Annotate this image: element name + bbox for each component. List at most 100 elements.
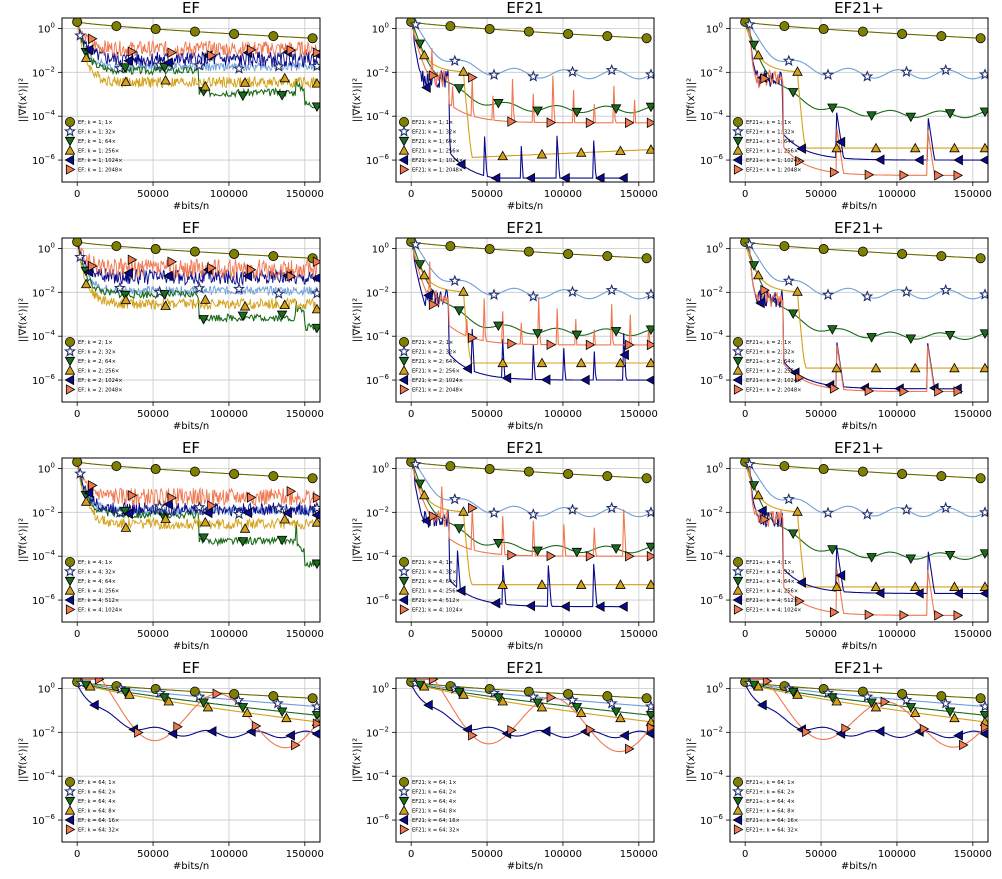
plot-area <box>740 458 988 621</box>
legend-label-3: EF; k = 4; 256× <box>78 589 119 595</box>
series-marker-1 <box>644 68 654 80</box>
series-marker-5 <box>795 372 805 383</box>
series-marker-3 <box>536 701 548 712</box>
series-marker-1 <box>821 68 835 81</box>
legend-marker-3 <box>732 805 744 815</box>
series-marker-5 <box>207 500 217 511</box>
series-marker-3 <box>752 49 764 60</box>
chart-panel-1: EF21 0 50000 100000 150000 100 10−2 10−4 10−6 #bi… <box>352 0 658 212</box>
series-marker-1 <box>232 62 246 74</box>
series-marker-0 <box>229 28 240 39</box>
legend-marker-5 <box>733 824 744 835</box>
legend: EF; k = 2; 1× EF; k = 2; 32× EF; k = 2; 64… <box>63 337 123 395</box>
series-marker-4 <box>163 57 173 68</box>
series-marker-4 <box>835 136 846 148</box>
series-marker-4 <box>163 270 173 282</box>
y-tick-label: 100 <box>38 21 55 35</box>
series-marker-3 <box>239 77 251 87</box>
series-marker-1 <box>74 29 87 41</box>
series-marker-1 <box>743 18 756 30</box>
series-marker-2 <box>119 290 131 301</box>
series-marker-4 <box>953 730 963 741</box>
legend-label-5: EF21+; k = 1; 2048× <box>746 168 802 174</box>
legend-label-4: EF21; k = 4; 512× <box>412 598 460 604</box>
legend-label-5: EF; k = 4; 1024× <box>78 608 123 614</box>
series-marker-5 <box>760 73 770 84</box>
series-marker-2 <box>453 687 465 698</box>
series-marker-4 <box>455 159 466 170</box>
series-line-5 <box>411 458 651 557</box>
series-marker-5 <box>880 696 891 708</box>
series-marker-1 <box>409 238 422 250</box>
series-marker-0 <box>563 248 574 259</box>
y-axis-label: ||∇f(xᵗ)||² <box>686 518 697 562</box>
series-marker-1 <box>566 285 579 298</box>
series-marker-1 <box>939 697 952 709</box>
series-marker-3 <box>418 489 430 500</box>
series-marker-3 <box>909 142 921 153</box>
series-marker-1 <box>448 54 461 67</box>
series-marker-3 <box>645 357 654 368</box>
legend-marker-1 <box>63 125 77 137</box>
legend-label-4: EF21; k = 1; 1024× <box>412 158 463 164</box>
legend-marker-2 <box>398 576 410 587</box>
series-marker-5 <box>428 70 439 81</box>
series-marker-1 <box>272 502 285 514</box>
series-marker-3 <box>870 362 882 373</box>
series-line-5 <box>77 678 318 749</box>
series-line-4 <box>76 684 318 739</box>
series-marker-1 <box>605 283 618 296</box>
plot-area <box>72 678 320 751</box>
legend-label-5: EF21+; k = 64; 32× <box>746 828 798 834</box>
legend-marker-3 <box>732 145 744 155</box>
legend-marker-3 <box>64 585 76 595</box>
series-marker-5 <box>88 480 98 491</box>
series-marker-1 <box>939 63 952 76</box>
series-marker-3 <box>909 581 921 591</box>
series-marker-0 <box>189 26 200 37</box>
series-line-3 <box>76 462 318 531</box>
series-marker-2 <box>311 323 320 334</box>
legend-marker-1 <box>397 565 411 577</box>
y-tick-label: 100 <box>372 461 389 475</box>
series-marker-1 <box>900 65 913 78</box>
series-marker-5 <box>291 739 301 751</box>
series-marker-0 <box>484 24 495 35</box>
series-marker-4 <box>796 577 806 588</box>
legend-label-4: EF21+; k = 1; 1024× <box>746 158 802 164</box>
series-marker-3 <box>575 357 587 368</box>
x-axis-label: #bits/n <box>507 861 543 872</box>
series-marker-2 <box>453 524 465 534</box>
legend-marker-3 <box>398 585 410 595</box>
series-marker-4 <box>560 601 570 612</box>
legend: EF; k = 1; 1× EF; k = 1; 32× EF; k = 1; 64… <box>63 117 123 175</box>
series-marker-1 <box>978 700 988 712</box>
y-tick-label: 10−6 <box>32 153 56 167</box>
y-tick-label: 10−2 <box>700 725 723 739</box>
series-line-4 <box>745 458 985 595</box>
series-marker-0 <box>602 691 613 702</box>
plot-frame <box>729 237 989 403</box>
series-marker-5 <box>94 678 105 685</box>
x-axis-label: #bits/n <box>173 861 209 872</box>
plot-area <box>406 18 654 182</box>
series-marker-3 <box>458 689 469 699</box>
series-marker-4 <box>311 273 320 283</box>
series-marker-3 <box>615 357 626 368</box>
series-marker-0 <box>602 31 613 42</box>
series-marker-1 <box>939 283 952 296</box>
series-marker-5 <box>312 718 320 730</box>
series-marker-5 <box>959 739 969 751</box>
x-tick-label: 50000 <box>471 629 503 640</box>
series-marker-5 <box>312 47 320 58</box>
legend-label-2: EF; k = 1; 64× <box>78 139 116 145</box>
series-marker-1 <box>193 281 206 294</box>
series-line-4 <box>411 18 624 179</box>
chart-panel-3: EF 0 50000 100000 150000 100 10−2 10−4 10−6 #bits… <box>18 219 324 432</box>
legend-label-4: EF; k = 4; 512× <box>78 598 119 604</box>
series-marker-5 <box>546 692 557 703</box>
series-marker-4 <box>83 44 94 56</box>
chart-panel-8: EF21+ 0 50000 100000 150000 100 10−2 10−4 10−6 #b… <box>686 439 992 652</box>
series-marker-1 <box>978 506 988 518</box>
plot-frame <box>61 237 321 403</box>
